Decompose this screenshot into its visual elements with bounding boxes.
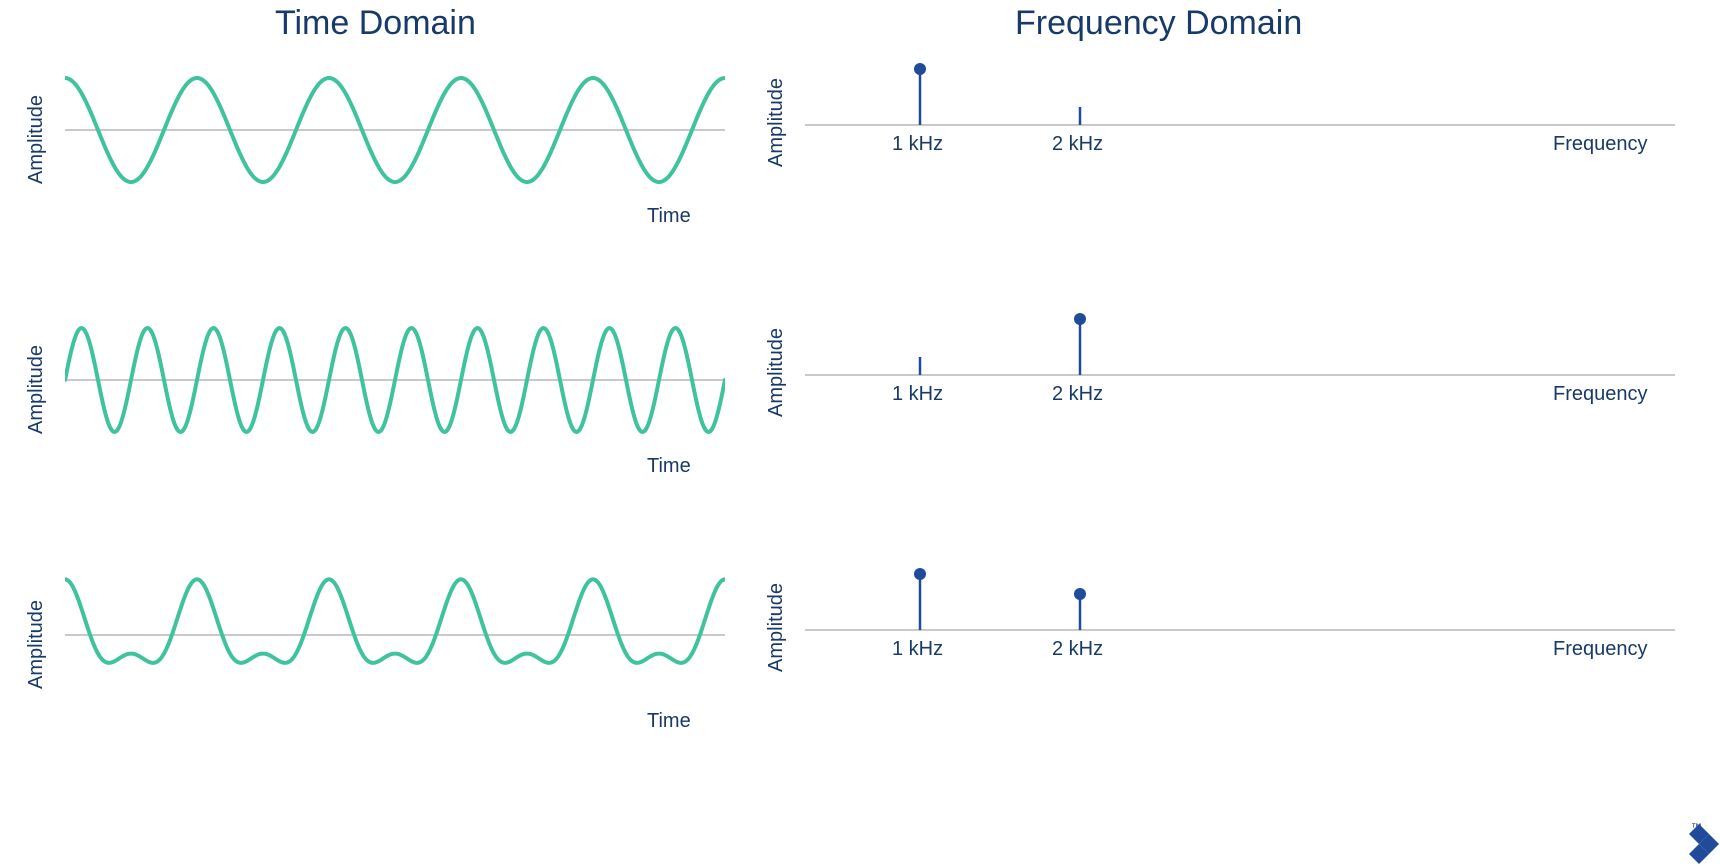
brand-logo-icon: ™ [1689,824,1702,834]
amplitude-label: Amplitude [765,78,788,167]
time-axis-label: Time [647,455,691,478]
freq-tick-label: 1 kHz [892,638,943,661]
amplitude-label: Amplitude [765,328,788,417]
frequency-axis-label: Frequency [1553,383,1648,406]
frequency-axis-label: Frequency [1553,638,1648,661]
freq-tick-label: 1 kHz [892,383,943,406]
frequency-axis-label: Frequency [1553,133,1648,156]
freq-tick-label: 2 kHz [1052,383,1103,406]
freq-tick-label: 1 kHz [892,133,943,156]
time-axis-label: Time [647,710,691,733]
time-plot-3 [65,565,725,705]
time-domain-title: Time Domain [275,4,476,43]
time-plot-2 [65,310,725,450]
freq-tick-label: 2 kHz [1052,638,1103,661]
time-axis-label: Time [647,205,691,228]
amplitude-label: Amplitude [25,600,48,689]
freq-tick-label: 2 kHz [1052,133,1103,156]
amplitude-label: Amplitude [765,583,788,672]
frequency-domain-title: Frequency Domain [1015,4,1302,43]
amplitude-label: Amplitude [25,95,48,184]
time-plot-1 [65,60,725,200]
amplitude-label: Amplitude [25,345,48,434]
